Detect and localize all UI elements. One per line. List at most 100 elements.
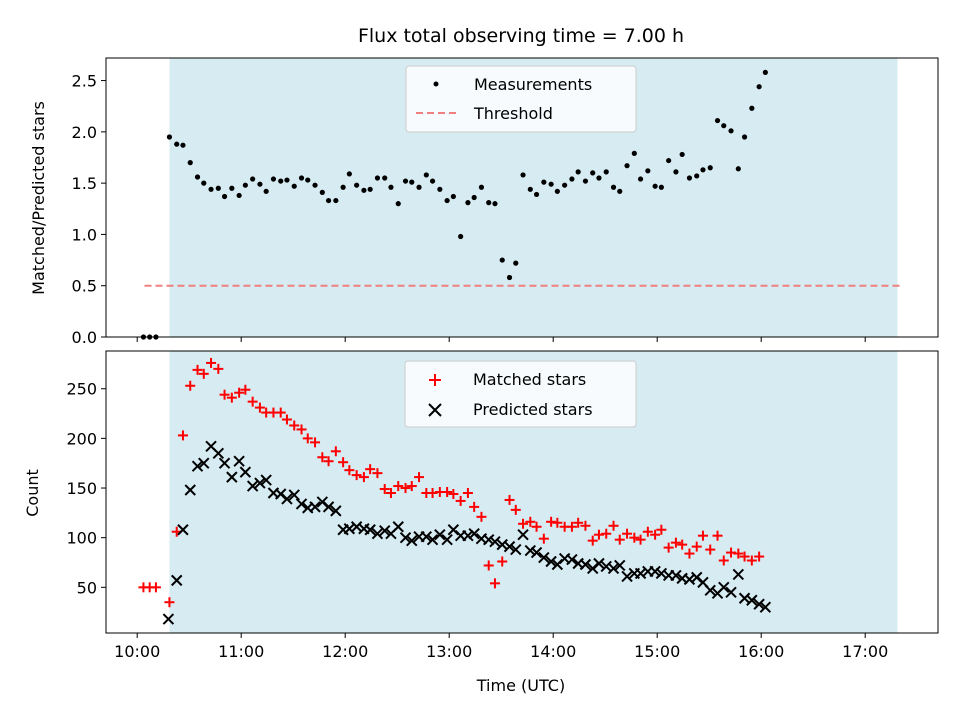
matched-star-point [281, 414, 292, 425]
predicted-star-point [704, 584, 716, 597]
matched-star-point [483, 560, 494, 571]
matched-star-point [622, 528, 633, 539]
measurement-point [174, 141, 180, 147]
predicted-star-point [524, 544, 537, 557]
x-tick-label: 12:00 [322, 642, 368, 661]
measurement-point [221, 193, 228, 200]
predicted-star-point [503, 540, 516, 553]
measurement-point [590, 170, 596, 176]
measurement-point [229, 185, 235, 191]
matched-star-point [601, 528, 612, 539]
measurement-point [208, 186, 214, 192]
measurement-point [250, 176, 256, 182]
matched-star-point [254, 402, 265, 413]
predicted-star-point [177, 524, 189, 536]
matched-star-point [296, 424, 307, 435]
top-y-tick-label: 1.0 [72, 225, 97, 244]
matched-star-point [525, 516, 536, 527]
matched-star-point [629, 532, 640, 543]
matched-star-point [718, 555, 729, 566]
measurement-point [610, 184, 617, 190]
legend-label-predicted: Predicted stars [473, 400, 593, 419]
predicted-star-point [184, 484, 196, 496]
predicted-star-point [239, 466, 252, 478]
measurement-point [354, 182, 360, 188]
matched-star-point [393, 481, 404, 492]
measurement-point [735, 166, 741, 172]
predicted-star-point [191, 460, 204, 472]
measurement-point [513, 260, 519, 266]
matched-star-point [302, 433, 313, 444]
matched-star-point [635, 534, 646, 545]
measurement-point [492, 201, 498, 207]
matched-star-point [310, 437, 321, 448]
predicted-star-point [322, 501, 335, 513]
bottom-panel: 50 100 150 200 250 10:00 11:00 12:00 13:00 14:00… [23, 350, 939, 695]
measurement-point [520, 172, 526, 178]
matched-star-point [697, 530, 708, 541]
bottom-y-tick-label: 50 [77, 578, 97, 597]
matched-star-point [338, 457, 349, 468]
predicted-star-point [198, 457, 210, 469]
matched-star-point [608, 520, 619, 531]
predicted-star-point [530, 546, 543, 559]
x-tick-label: 17:00 [842, 642, 888, 661]
matched-star-point [504, 494, 515, 505]
matched-star-point [351, 470, 362, 481]
measurement-point [533, 191, 540, 198]
measurement-point [707, 165, 713, 171]
measurement-point [666, 157, 672, 164]
matched-star-point [497, 556, 508, 567]
matched-star-point [317, 452, 328, 463]
matched-star-point [462, 487, 473, 498]
matched-star-point [746, 555, 757, 566]
top-axes-frame [105, 57, 939, 338]
bottom-legend-box [404, 360, 637, 428]
matched-star-point [226, 392, 237, 403]
measurement-point [346, 171, 352, 177]
matched-star-point [442, 487, 453, 497]
measurement-point [450, 193, 456, 200]
bottom-y-axis: 50 100 150 200 250 [66, 380, 106, 597]
bottom-legend: Matched stars Predicted stars [404, 360, 637, 428]
measurement-point [194, 174, 201, 180]
x-axis-label: Time (UTC) [476, 676, 565, 695]
top-legend-box [405, 65, 637, 133]
x-tick-label: 14:00 [530, 642, 576, 661]
predicted-star-point [545, 555, 557, 568]
measurement-point [257, 181, 263, 187]
predicted-star-point [295, 498, 308, 510]
predicted-star-point [718, 581, 730, 594]
measurement-point [603, 169, 609, 175]
bottom-y-tick-label: 200 [66, 429, 97, 448]
measurement-point [631, 150, 637, 156]
matched-star-point [150, 582, 161, 593]
measurement-point [652, 183, 658, 189]
predicted-star-point [607, 562, 620, 575]
measurement-point [215, 185, 221, 191]
measurement-point [374, 175, 381, 181]
x-tick-label: 10:00 [114, 642, 160, 661]
predicted-star-point [212, 447, 225, 459]
measurements-series [140, 69, 768, 340]
legend-label-measurements: Measurements [474, 75, 592, 94]
measurement-point [458, 233, 464, 240]
measurement-point [541, 179, 547, 185]
measurement-point [714, 117, 721, 124]
measurement-point [569, 176, 575, 182]
predicted-star-point [593, 557, 605, 570]
matched-star-point [206, 357, 217, 368]
matched-star-point [289, 420, 300, 431]
matched-star-point [400, 483, 411, 494]
legend-marker-predicted [428, 403, 442, 417]
predicted-star-point [246, 480, 259, 492]
measurement-point [506, 274, 513, 281]
predicted-star-point [621, 570, 633, 583]
matched-star-point [365, 464, 376, 475]
predicted-star-point [566, 553, 578, 566]
predicted-star-point [330, 505, 342, 517]
matched-star-point [656, 524, 667, 535]
x-tick-label: 11:00 [218, 642, 264, 661]
predicted-star-point [226, 471, 238, 483]
